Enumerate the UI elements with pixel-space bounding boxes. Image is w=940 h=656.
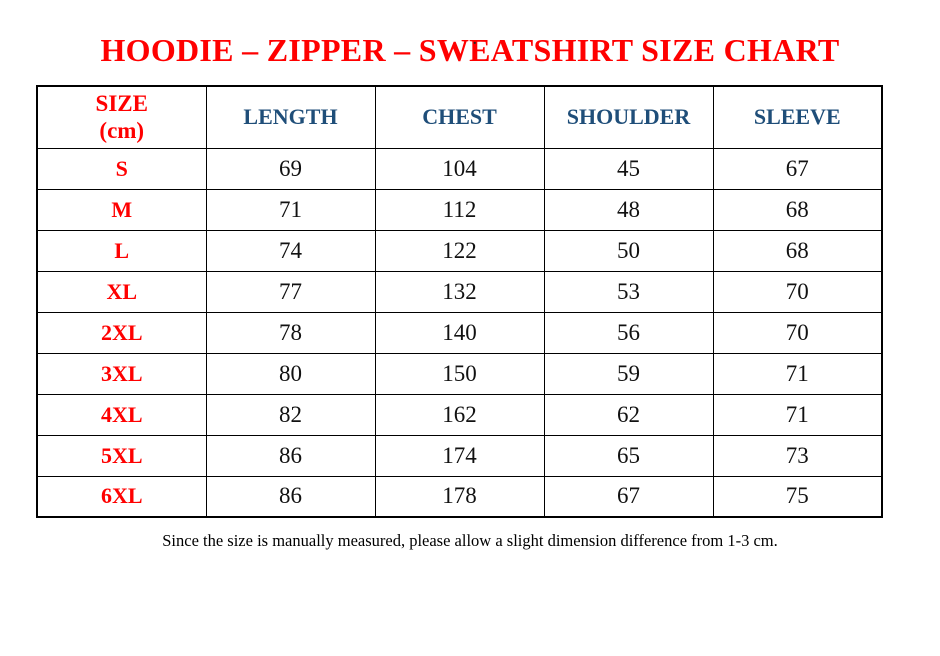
chest-value: 104 xyxy=(374,147,545,190)
size-label: M xyxy=(36,188,207,231)
column-header-chest: CHEST xyxy=(374,85,545,149)
length-value: 82 xyxy=(205,393,376,436)
size-chart-table: SIZE (cm) LENGTH CHEST SHOULDER SLEEVE S… xyxy=(36,85,883,519)
length-value: 69 xyxy=(205,147,376,190)
size-label: 2XL xyxy=(36,311,207,354)
stray-dot: . xyxy=(473,33,477,48)
shoulder-value: 48 xyxy=(543,188,714,231)
sleeve-value: 73 xyxy=(712,434,883,477)
column-header-length: LENGTH xyxy=(205,85,376,149)
column-header-shoulder: SHOULDER xyxy=(543,85,714,149)
table-row-xl: XL 77 132 53 70 xyxy=(36,270,883,313)
chest-value: 132 xyxy=(374,270,545,313)
size-label: L xyxy=(36,229,207,272)
shoulder-value: 67 xyxy=(543,475,714,518)
shoulder-value: 50 xyxy=(543,229,714,272)
chest-value: 150 xyxy=(374,352,545,395)
length-value: 74 xyxy=(205,229,376,272)
size-label: 3XL xyxy=(36,352,207,395)
table-row-2xl: 2XL 78 140 56 70 xyxy=(36,311,883,354)
table-row-5xl: 5XL 86 174 65 73 xyxy=(36,434,883,477)
sleeve-value: 70 xyxy=(712,270,883,313)
size-label: 5XL xyxy=(36,434,207,477)
shoulder-value: 59 xyxy=(543,352,714,395)
sleeve-value: 75 xyxy=(712,475,883,518)
length-value: 77 xyxy=(205,270,376,313)
size-label: XL xyxy=(36,270,207,313)
size-label: 4XL xyxy=(36,393,207,436)
chest-value: 162 xyxy=(374,393,545,436)
table-row-s: S 69 104 45 67 xyxy=(36,147,883,190)
table-row-l: L 74 122 50 68 xyxy=(36,229,883,272)
length-value: 86 xyxy=(205,434,376,477)
table-row-6xl: 6XL 86 178 67 75 xyxy=(36,475,883,518)
chest-value: 122 xyxy=(374,229,545,272)
chest-value: 112 xyxy=(374,188,545,231)
column-header-size: SIZE (cm) xyxy=(36,85,207,149)
table-row-4xl: 4XL 82 162 62 71 xyxy=(36,393,883,436)
table-row-3xl: 3XL 80 150 59 71 xyxy=(36,352,883,395)
length-value: 78 xyxy=(205,311,376,354)
sleeve-value: 70 xyxy=(712,311,883,354)
table-row-m: M 71 112 48 68 xyxy=(36,188,883,231)
chest-value: 140 xyxy=(374,311,545,354)
size-label: S xyxy=(36,147,207,190)
sleeve-value: 71 xyxy=(712,352,883,395)
chest-value: 174 xyxy=(374,434,545,477)
shoulder-value: 53 xyxy=(543,270,714,313)
header-row: SIZE (cm) LENGTH CHEST SHOULDER SLEEVE xyxy=(36,85,883,149)
sleeve-value: 68 xyxy=(712,229,883,272)
sleeve-value: 71 xyxy=(712,393,883,436)
shoulder-value: 62 xyxy=(543,393,714,436)
chest-value: 178 xyxy=(374,475,545,518)
shoulder-value: 65 xyxy=(543,434,714,477)
length-value: 86 xyxy=(205,475,376,518)
column-header-sleeve: SLEEVE xyxy=(712,85,883,149)
shoulder-value: 45 xyxy=(543,147,714,190)
length-value: 71 xyxy=(205,188,376,231)
length-value: 80 xyxy=(205,352,376,395)
page-title: HOODIE – ZIPPER – SWEATSHIRT SIZE CHART xyxy=(100,32,840,68)
size-label: 6XL xyxy=(36,475,207,518)
shoulder-value: 56 xyxy=(543,311,714,354)
sleeve-value: 68 xyxy=(712,188,883,231)
sleeve-value: 67 xyxy=(712,147,883,190)
measurement-disclaimer: Since the size is manually measured, ple… xyxy=(162,531,778,551)
